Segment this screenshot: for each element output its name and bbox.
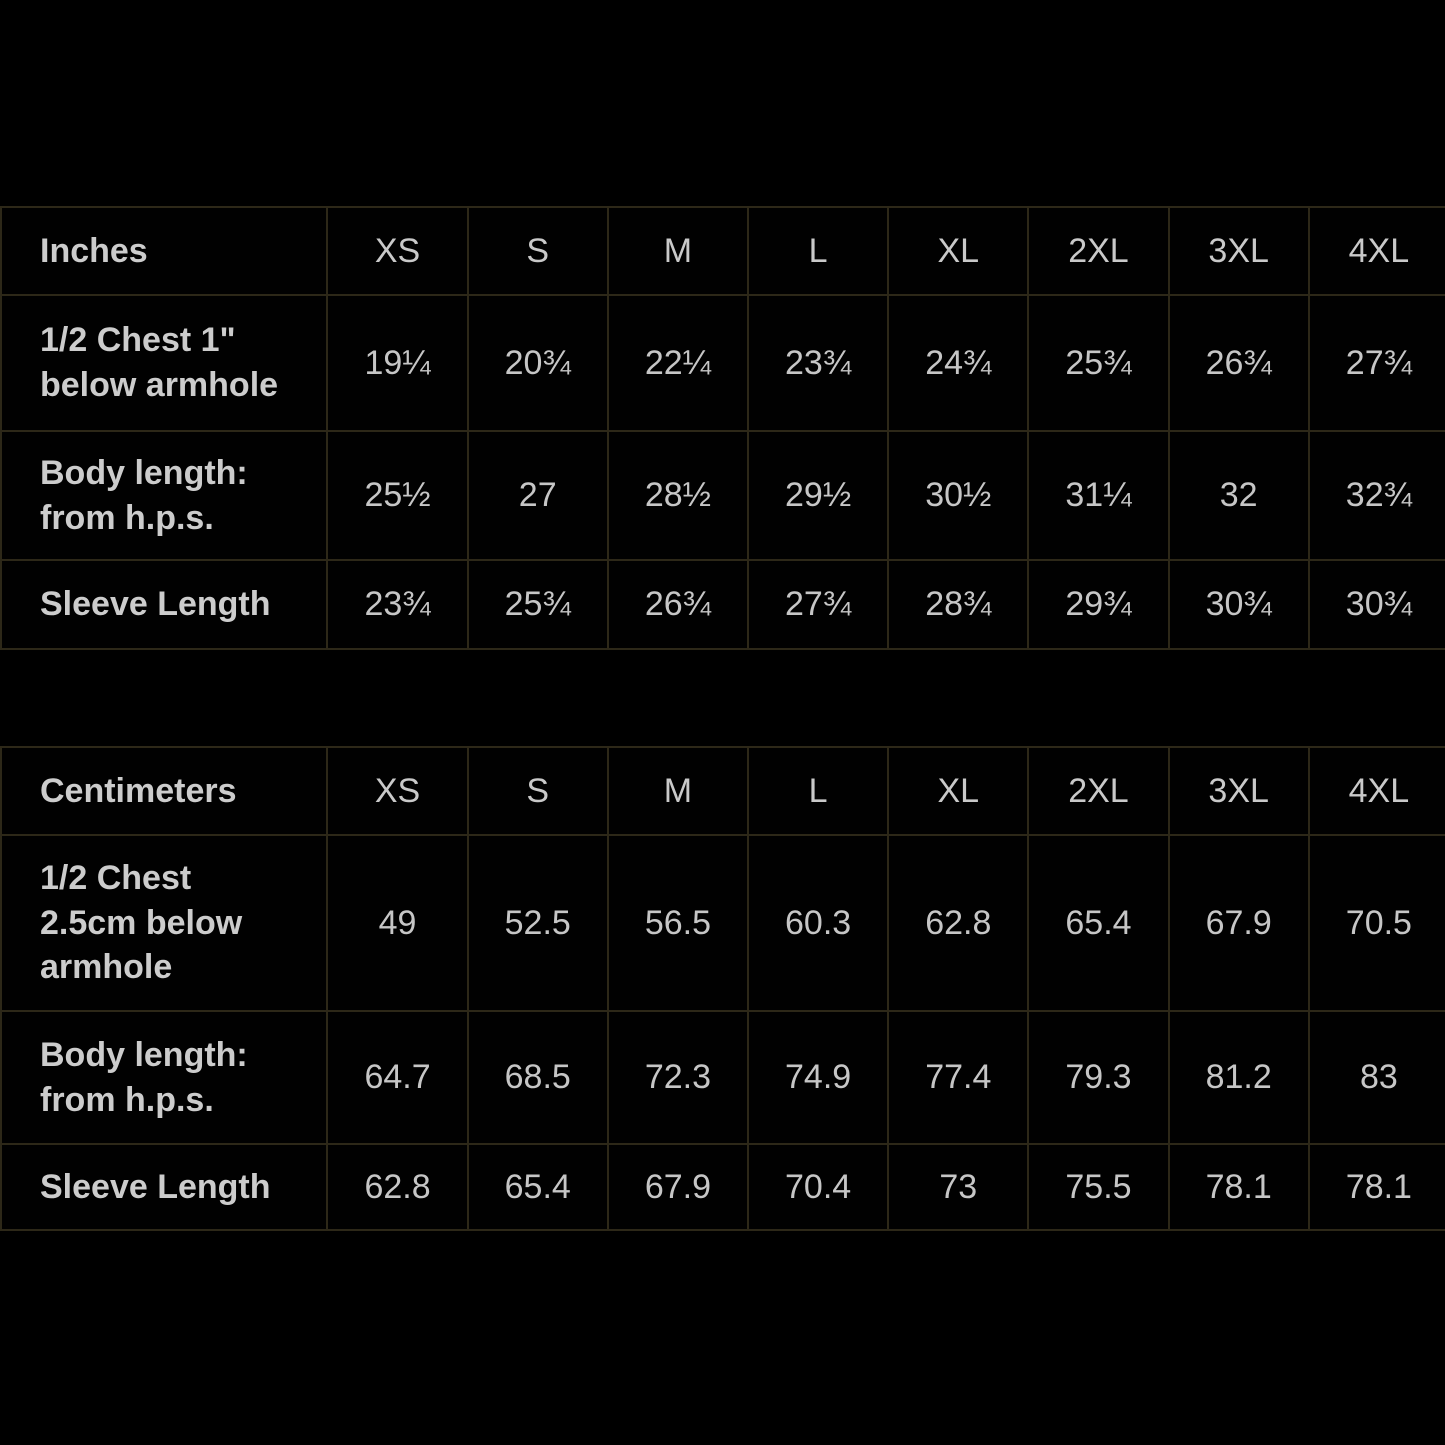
unit-header: Inches — [0, 206, 329, 296]
size-header-xl: XL — [887, 746, 1030, 836]
size-header-4xl: 4XL — [1307, 206, 1445, 296]
size-header-m: M — [606, 206, 750, 296]
value-cell: 79.3 — [1027, 1010, 1170, 1145]
size-header-3xl: 3XL — [1167, 206, 1310, 296]
value-cell: 81.2 — [1167, 1010, 1310, 1145]
value-cell: 26¾ — [1167, 294, 1310, 432]
value-cell: 25½ — [326, 430, 469, 561]
top-spacer — [0, 0, 1445, 206]
value-cell: 27¾ — [1307, 294, 1445, 432]
value-cell: 24¾ — [887, 294, 1030, 432]
size-header-l: L — [746, 746, 890, 836]
value-cell: 78.1 — [1307, 1143, 1445, 1231]
table-row-chest: 1/2 Chest 1" below armhole 19¼ 20¾ 22¼ 2… — [0, 294, 1445, 432]
row-label-chest: 1/2 Chest 1" below armhole — [0, 294, 329, 432]
size-header-m: M — [606, 746, 750, 836]
row-label-chest: 1/2 Chest 2.5cm below armhole — [0, 834, 329, 1012]
table-row-body-length: Body length: from h.p.s. 64.7 68.5 72.3 … — [0, 1010, 1445, 1145]
value-cell: 23¾ — [746, 294, 890, 432]
value-cell: 49 — [326, 834, 469, 1012]
value-cell: 28½ — [606, 430, 750, 561]
value-cell: 30¾ — [1307, 559, 1445, 650]
value-cell: 62.8 — [887, 834, 1030, 1012]
value-cell: 19¼ — [326, 294, 469, 432]
value-cell: 30½ — [887, 430, 1030, 561]
value-cell: 32¾ — [1307, 430, 1445, 561]
size-header-s: S — [466, 206, 609, 296]
value-cell: 28¾ — [887, 559, 1030, 650]
value-cell: 26¾ — [606, 559, 750, 650]
size-header-s: S — [466, 746, 609, 836]
size-table-centimeters: Centimeters XS S M L XL 2XL 3XL 4XL 1/2 … — [0, 746, 1445, 1231]
size-header-l: L — [746, 206, 890, 296]
value-cell: 60.3 — [746, 834, 890, 1012]
value-cell: 65.4 — [466, 1143, 609, 1231]
value-cell: 25¾ — [1027, 294, 1170, 432]
size-header-xs: XS — [326, 206, 469, 296]
value-cell: 29½ — [746, 430, 890, 561]
row-label-sleeve-length: Sleeve Length — [0, 559, 329, 650]
value-cell: 22¼ — [606, 294, 750, 432]
value-cell: 20¾ — [466, 294, 609, 432]
value-cell: 68.5 — [466, 1010, 609, 1145]
row-label-body-length: Body length: from h.p.s. — [0, 430, 329, 561]
value-cell: 29¾ — [1027, 559, 1170, 650]
value-cell: 70.4 — [746, 1143, 890, 1231]
value-cell: 31¼ — [1027, 430, 1170, 561]
value-cell: 70.5 — [1307, 834, 1445, 1012]
value-cell: 67.9 — [1167, 834, 1310, 1012]
value-cell: 62.8 — [326, 1143, 469, 1231]
value-cell: 27¾ — [746, 559, 890, 650]
value-cell: 67.9 — [606, 1143, 750, 1231]
value-cell: 25¾ — [466, 559, 609, 650]
value-cell: 52.5 — [466, 834, 609, 1012]
value-cell: 23¾ — [326, 559, 469, 650]
value-cell: 32 — [1167, 430, 1310, 561]
value-cell: 73 — [887, 1143, 1030, 1231]
size-header-xl: XL — [887, 206, 1030, 296]
unit-header: Centimeters — [0, 746, 329, 836]
table-gap — [0, 650, 1445, 746]
value-cell: 72.3 — [606, 1010, 750, 1145]
size-header-4xl: 4XL — [1307, 746, 1445, 836]
table-row-sleeve-length: Sleeve Length 62.8 65.4 67.9 70.4 73 75.… — [0, 1143, 1445, 1231]
value-cell: 83 — [1307, 1010, 1445, 1145]
row-label-body-length: Body length: from h.p.s. — [0, 1010, 329, 1145]
value-cell: 30¾ — [1167, 559, 1310, 650]
row-label-sleeve-length: Sleeve Length — [0, 1143, 329, 1231]
value-cell: 78.1 — [1167, 1143, 1310, 1231]
value-cell: 27 — [466, 430, 609, 561]
size-header-3xl: 3XL — [1167, 746, 1310, 836]
size-header-2xl: 2XL — [1027, 206, 1170, 296]
size-header-2xl: 2XL — [1027, 746, 1170, 836]
value-cell: 77.4 — [887, 1010, 1030, 1145]
table-row-chest: 1/2 Chest 2.5cm below armhole 49 52.5 56… — [0, 834, 1445, 1012]
value-cell: 74.9 — [746, 1010, 890, 1145]
table-row-body-length: Body length: from h.p.s. 25½ 27 28½ 29½ … — [0, 430, 1445, 561]
value-cell: 75.5 — [1027, 1143, 1170, 1231]
size-table-inches: Inches XS S M L XL 2XL 3XL 4XL 1/2 Chest… — [0, 206, 1445, 650]
value-cell: 65.4 — [1027, 834, 1170, 1012]
value-cell: 56.5 — [606, 834, 750, 1012]
table-header-row: Inches XS S M L XL 2XL 3XL 4XL — [0, 206, 1445, 296]
table-header-row: Centimeters XS S M L XL 2XL 3XL 4XL — [0, 746, 1445, 836]
table-row-sleeve-length: Sleeve Length 23¾ 25¾ 26¾ 27¾ 28¾ 29¾ 30… — [0, 559, 1445, 650]
value-cell: 64.7 — [326, 1010, 469, 1145]
size-header-xs: XS — [326, 746, 469, 836]
